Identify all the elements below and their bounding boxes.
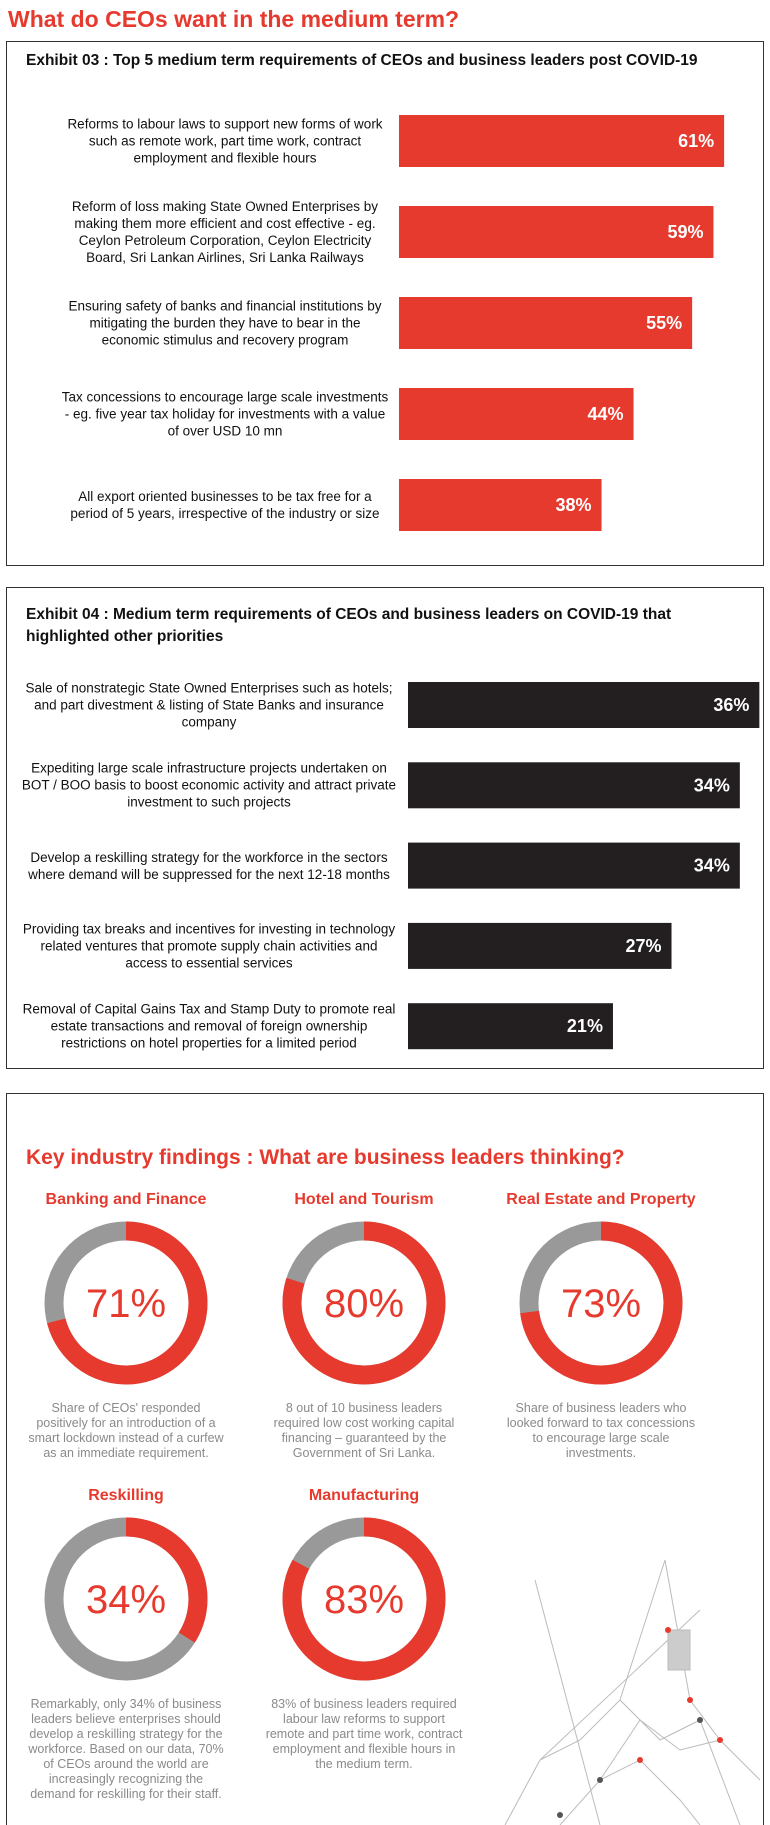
category-label: Tax concessions to encourage large scale… [61,389,389,439]
decoration-dots [557,1717,703,1818]
donut-arc [47,1221,208,1385]
category-label: Ensuring safety of banks and financial i… [68,298,382,348]
caption: 83% of business leaders required labour … [265,1697,463,1771]
bar [408,682,760,728]
category-label: All export oriented businesses to be tax… [70,489,380,521]
section-title: Key industry findings : What are busines… [26,1146,625,1169]
decoration [504,1559,761,1825]
donut-title: Banking and Finance [45,1191,207,1208]
value-label: 55% [646,313,682,333]
value-label: 27% [625,936,661,956]
value-label: 44% [587,404,623,424]
value-label: 59% [667,222,703,242]
bar [408,922,672,969]
category-label: Expediting large scale infrastructure pr… [21,760,397,810]
donut-title: Manufacturing [308,1487,420,1504]
value-label: 34% [694,856,730,876]
donut-value: 73% [561,1282,641,1326]
chart-title: Exhibit 04 : Medium term requirements of… [26,606,672,645]
donut-value: 71% [86,1282,166,1326]
panel [6,41,764,566]
bar [408,842,740,889]
value-label: 36% [713,695,749,715]
value-label: 38% [556,495,592,515]
donut-value: 34% [86,1578,166,1622]
value-label: 21% [567,1016,603,1036]
donut-title: Hotel and Tourism [294,1191,434,1208]
donut-title: Reskilling [88,1487,164,1504]
category-label: Providing tax breaks and incentives for … [22,921,396,971]
panel [6,587,764,1069]
bar [399,206,714,258]
category-label: Removal of Capital Gains Tax and Stamp D… [22,1001,396,1051]
caption: 8 out of 10 business leaders required lo… [273,1401,455,1460]
category-label: Reforms to labour laws to support new fo… [67,116,383,166]
value-label: 61% [678,131,714,151]
donut-arc [125,1517,208,1643]
page-title: What do CEOs want in the medium term? [8,6,460,32]
chart-title: Exhibit 03 : Top 5 medium term requireme… [26,52,698,69]
decoration-dots [637,1627,723,1763]
bar [408,762,740,809]
donut-title: Real Estate and Property [506,1191,696,1208]
donut-arc [282,1517,446,1681]
bar [399,388,634,440]
bar [399,479,602,531]
bar [399,297,693,349]
bar [399,115,725,167]
caption: Share of business leaders who looked for… [506,1401,696,1460]
category-label: Reform of loss making State Owned Enterp… [71,199,379,265]
donut-arc [282,1221,446,1385]
bar [408,1003,613,1050]
donut-value: 83% [324,1578,404,1622]
donut-value: 80% [324,1282,404,1326]
category-label: Develop a reskilling strategy for the wo… [28,849,390,882]
panel [6,1093,764,1825]
value-label: 34% [694,775,730,795]
caption: Remarkably, only 34% of business leaders… [28,1697,224,1801]
category-label: Sale of nonstrategic State Owned Enterpr… [25,680,393,730]
caption: Share of CEOs' responded positively for … [28,1401,224,1460]
donut-arc [520,1221,683,1385]
